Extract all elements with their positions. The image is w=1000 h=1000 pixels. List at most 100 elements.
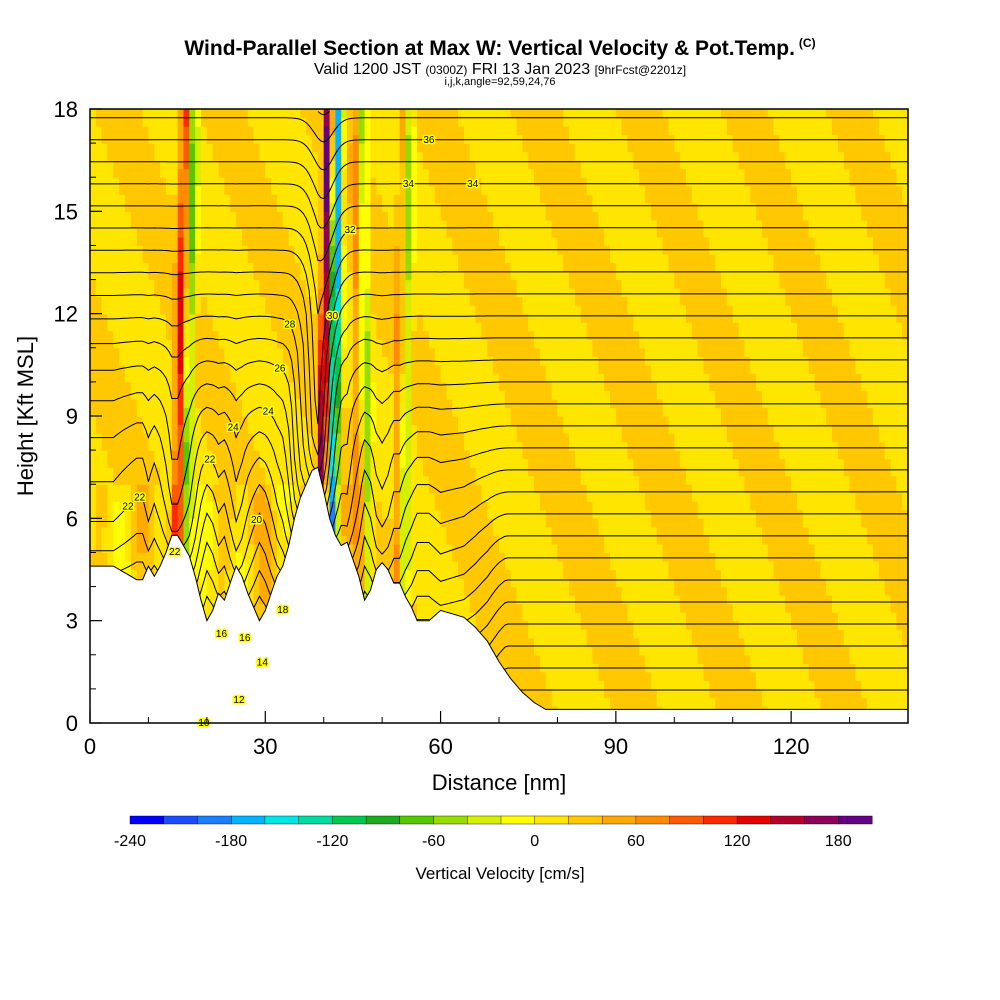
velocity-cell xyxy=(423,458,430,468)
velocity-cell xyxy=(130,151,138,161)
velocity-cell xyxy=(347,492,354,502)
velocity-cell xyxy=(276,407,284,417)
velocity-cell xyxy=(206,322,214,332)
velocity-cell xyxy=(195,168,202,178)
velocity-cell xyxy=(387,271,395,281)
velocity-cell xyxy=(423,390,430,400)
velocity-cell xyxy=(95,364,103,374)
velocity-cell xyxy=(364,202,372,212)
velocity-cell xyxy=(376,381,383,392)
velocity-cell xyxy=(171,330,179,340)
velocity-cell xyxy=(481,509,488,519)
velocity-cell xyxy=(160,518,167,528)
velocity-cell xyxy=(253,117,261,127)
velocity-cell xyxy=(434,185,442,195)
velocity-cell xyxy=(206,160,214,170)
velocity-cell xyxy=(399,390,407,400)
velocity-cell xyxy=(195,390,202,400)
velocity-cell xyxy=(306,458,313,468)
velocity-cell xyxy=(417,271,424,281)
velocity-cell xyxy=(458,543,465,554)
velocity-cell xyxy=(259,313,266,323)
velocity-cell xyxy=(119,390,126,400)
velocity-cell xyxy=(382,552,389,562)
velocity-cell xyxy=(142,552,150,562)
velocity-cell xyxy=(428,475,436,485)
velocity-cell xyxy=(236,253,243,264)
velocity-cell xyxy=(387,228,395,238)
velocity-cell xyxy=(253,526,261,536)
velocity-cell xyxy=(282,484,290,494)
velocity-cell xyxy=(294,177,301,187)
velocity-cell xyxy=(90,364,97,374)
velocity-cell xyxy=(247,236,255,247)
velocity-cell xyxy=(253,126,261,136)
velocity-cell xyxy=(481,578,488,588)
velocity-cell xyxy=(405,143,412,153)
velocity-cell xyxy=(458,228,465,238)
velocity-cell xyxy=(475,475,483,485)
velocity-cell xyxy=(101,560,109,571)
velocity-cell xyxy=(224,296,231,306)
velocity-cell xyxy=(177,339,185,349)
velocity-cell xyxy=(458,288,465,298)
velocity-cell xyxy=(107,185,114,195)
velocity-cell xyxy=(154,441,161,451)
velocity-cell xyxy=(382,535,389,545)
velocity-cell xyxy=(423,381,430,392)
velocity-cell xyxy=(434,117,442,127)
velocity-cell xyxy=(352,151,360,161)
velocity-cell xyxy=(148,339,155,349)
velocity-cell xyxy=(370,458,377,468)
velocity-cell xyxy=(183,424,190,434)
velocity-cell xyxy=(265,219,272,229)
velocity-cell xyxy=(370,433,377,443)
velocity-cell xyxy=(440,185,448,195)
velocity-cell xyxy=(142,322,150,332)
velocity-cell xyxy=(452,569,459,579)
velocity-cell xyxy=(358,330,366,340)
velocity-cell xyxy=(206,381,214,392)
velocity-cell xyxy=(142,416,150,426)
velocity-cell xyxy=(405,117,412,127)
velocity-cell xyxy=(306,211,313,221)
velocity-cell xyxy=(218,322,225,332)
velocity-cell xyxy=(411,211,418,221)
velocity-cell xyxy=(481,398,488,409)
velocity-cell xyxy=(224,390,231,400)
velocity-cell xyxy=(142,492,150,502)
velocity-cell xyxy=(282,535,290,545)
velocity-cell xyxy=(212,475,220,485)
velocity-cell xyxy=(405,288,412,298)
velocity-cell xyxy=(195,228,202,238)
velocity-cell xyxy=(446,177,453,187)
velocity-cell xyxy=(411,364,418,374)
velocity-cell xyxy=(259,168,266,178)
velocity-cell xyxy=(393,253,401,264)
velocity-cell xyxy=(481,134,488,144)
velocity-cell xyxy=(177,185,185,195)
velocity-cell xyxy=(475,143,483,153)
velocity-cell xyxy=(300,322,307,332)
velocity-cell xyxy=(189,117,196,127)
velocity-cell xyxy=(417,279,424,289)
velocity-cell xyxy=(236,322,243,332)
velocity-cell xyxy=(154,330,161,340)
velocity-cell xyxy=(113,407,120,417)
velocity-cell xyxy=(399,467,407,477)
velocity-cell xyxy=(101,475,109,485)
velocity-cell xyxy=(259,253,266,264)
velocity-cell xyxy=(376,535,383,545)
velocity-cell xyxy=(452,117,459,127)
velocity-cell xyxy=(171,364,179,374)
velocity-cell xyxy=(364,509,372,519)
velocity-cell xyxy=(458,126,465,136)
velocity-cell xyxy=(475,586,483,596)
velocity-cell xyxy=(130,373,138,383)
velocity-cell xyxy=(183,151,190,161)
velocity-cell xyxy=(376,373,383,383)
velocity-cell xyxy=(294,262,301,272)
velocity-cell xyxy=(352,219,360,229)
velocity-cell xyxy=(458,296,465,306)
velocity-cell xyxy=(160,228,167,238)
